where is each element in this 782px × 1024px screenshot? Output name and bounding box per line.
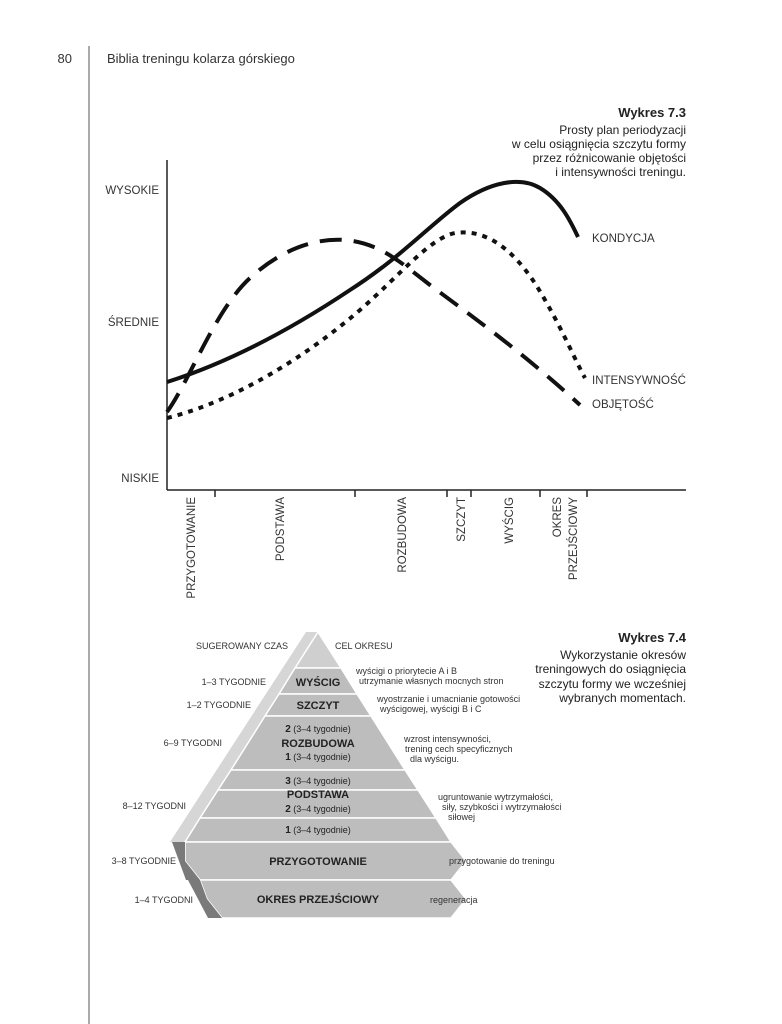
- y-label: NISKIE: [121, 473, 159, 485]
- goal: regeneracja: [430, 895, 478, 905]
- column-header: SUGEROWANY CZAS: [196, 641, 288, 651]
- sub-text: (3–4 tygodnie): [293, 724, 351, 734]
- duration: 1–2 TYGODNIE: [187, 700, 251, 710]
- sub-phase: 1 (3–4 tygodnie): [285, 825, 351, 836]
- caption-line: wybranych momentach.: [558, 691, 686, 705]
- column-header: CEL OKRESU: [335, 641, 393, 651]
- pyramid-side: [170, 632, 318, 842]
- duration: 1–3 TYGODNIE: [202, 677, 266, 687]
- x-label: ROZBUDOWA: [397, 497, 409, 573]
- goal: wzrost intensywności,: [403, 734, 491, 744]
- goal: dla wyścigu.: [410, 754, 459, 764]
- sub-num: 2: [285, 804, 291, 815]
- caption-line: szczytu formy we wcześniej: [539, 677, 686, 691]
- duration: 1–4 TYGODNI: [135, 895, 193, 905]
- figure-label: Wykres 7.3: [618, 105, 686, 120]
- goal: trening cech specyficznych: [405, 744, 513, 754]
- level-name: PODSTAWA: [287, 789, 349, 801]
- figure-label: Wykres 7.4: [618, 630, 686, 645]
- duration: 6–9 TYGODNI: [164, 738, 222, 748]
- sub-phase: 2 (3–4 tygodnie): [285, 804, 351, 815]
- goal: siłowej: [448, 812, 475, 822]
- sub-text: (3–4 tygodnie): [293, 752, 351, 762]
- level-name: PRZYGOTOWANIE: [269, 856, 367, 868]
- level-name: SZCZYT: [297, 700, 340, 712]
- goal: ugruntowanie wytrzymałości,: [438, 792, 553, 802]
- caption-line: treningowych do osiągnięcia: [535, 662, 686, 676]
- x-label: OKRES: [552, 497, 564, 538]
- x-label: WYŚCIG: [503, 497, 516, 544]
- series-label: KONDYCJA: [592, 233, 655, 245]
- figure-7-3: Wykres 7.3 Prosty plan periodyzacji w ce…: [105, 105, 686, 599]
- sub-text: (3–4 tygodnie): [293, 776, 351, 786]
- sub-num: 3: [285, 776, 291, 787]
- y-label: WYSOKIE: [105, 185, 159, 197]
- pyramid-shadow: [172, 842, 200, 880]
- sub-phase: 2 (3–4 tygodnie): [285, 724, 351, 735]
- y-label: ŚREDNIE: [108, 316, 159, 329]
- sub-text: (3–4 tygodnie): [293, 804, 351, 814]
- running-title: Biblia treningu kolarza górskiego: [107, 51, 295, 66]
- goal: wyścigowej, wyścigi B i C: [379, 704, 482, 714]
- sub-num: 2: [285, 724, 291, 735]
- goal: siły, szybkości i wytrzymałości: [442, 802, 561, 812]
- figure-7-4: Wykres 7.4 Wykorzystanie okresów trening…: [112, 630, 687, 919]
- x-ticks: [214, 490, 588, 497]
- kondycja-curve: [166, 179, 580, 384]
- x-label: PRZYGOTOWANIE: [186, 497, 198, 599]
- sub-num: 1: [285, 752, 291, 763]
- page-number: 80: [58, 51, 72, 66]
- caption-line: w celu osiągnięcia szczytu formy: [511, 137, 686, 151]
- sub-num: 1: [285, 825, 291, 836]
- x-label: PODSTAWA: [275, 497, 287, 561]
- duration: 8–12 TYGODNI: [123, 801, 186, 811]
- series-label: INTENSYWNOŚĆ: [592, 374, 686, 387]
- caption-line: Wykorzystanie okresów: [560, 648, 686, 662]
- goal: wyostrzanie i umacnianie gotowości: [376, 694, 520, 704]
- sub-text: (3–4 tygodnie): [293, 825, 351, 835]
- goal: wyścigi o priorytecie A i B: [355, 666, 457, 676]
- caption-line: przez różnicowanie objętości: [533, 151, 686, 165]
- level-name: OKRES PRZEJŚCIOWY: [257, 893, 380, 906]
- level-name: ROZBUDOWA: [281, 738, 354, 750]
- pyramid-shadow: [188, 880, 222, 918]
- series-label: OBJĘTOŚĆ: [592, 398, 654, 411]
- level-name: WYŚCIG: [296, 676, 341, 689]
- x-label: SZCZYT: [456, 497, 468, 542]
- caption-line: i intensywności treningu.: [555, 165, 686, 179]
- intensywnosc-curve: [166, 230, 587, 420]
- objetosc-curve: [165, 237, 582, 414]
- sub-phase: 3 (3–4 tygodnie): [285, 776, 351, 787]
- duration: 3–8 TYGODNIE: [112, 856, 176, 866]
- goal: przygotowanie do treningu: [449, 856, 555, 866]
- caption-line: Prosty plan periodyzacji: [559, 123, 686, 137]
- goal: utrzymanie własnych mocnych stron: [359, 676, 504, 686]
- sub-phase: 1 (3–4 tygodnie): [285, 752, 351, 763]
- x-label: PRZEJŚCIOWY: [567, 497, 580, 580]
